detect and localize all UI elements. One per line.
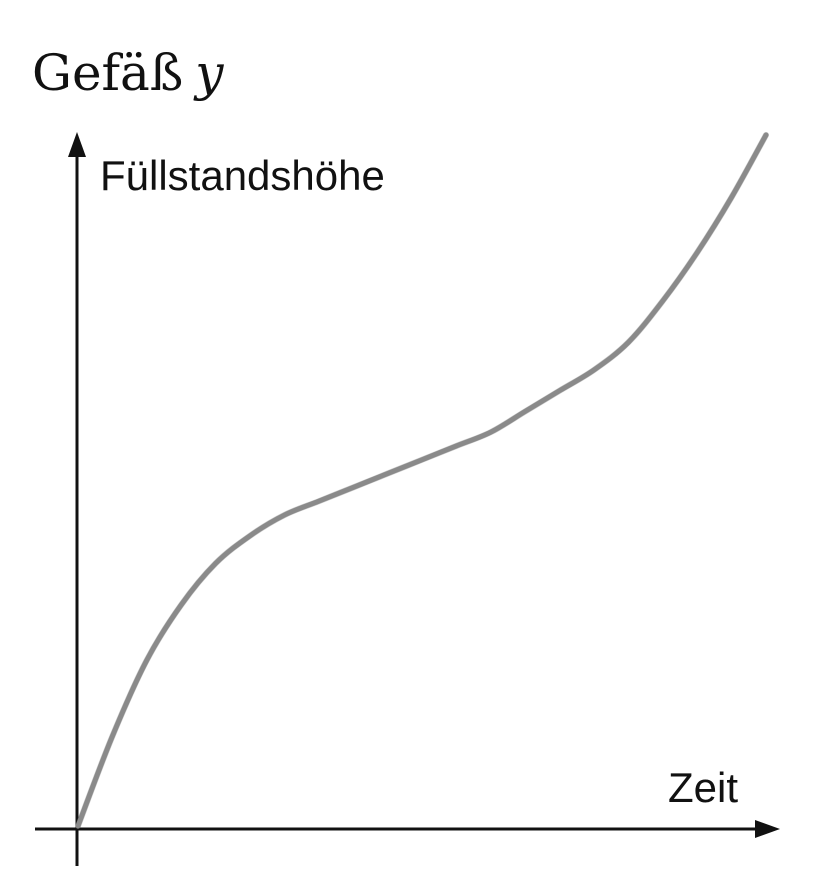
chart-title-text: Gefäß bbox=[32, 44, 183, 102]
chart-title: Gefäß y bbox=[32, 44, 224, 102]
y-axis-arrow bbox=[68, 132, 86, 157]
x-axis-arrow bbox=[755, 820, 780, 838]
fill-level-curve-shadow bbox=[75, 132, 769, 829]
chart-title-variable: y bbox=[193, 44, 224, 102]
y-axis-label: Füllstandshöhe bbox=[100, 152, 385, 199]
fill-level-curve bbox=[75, 132, 769, 829]
x-axis-label: Zeit bbox=[668, 764, 738, 811]
